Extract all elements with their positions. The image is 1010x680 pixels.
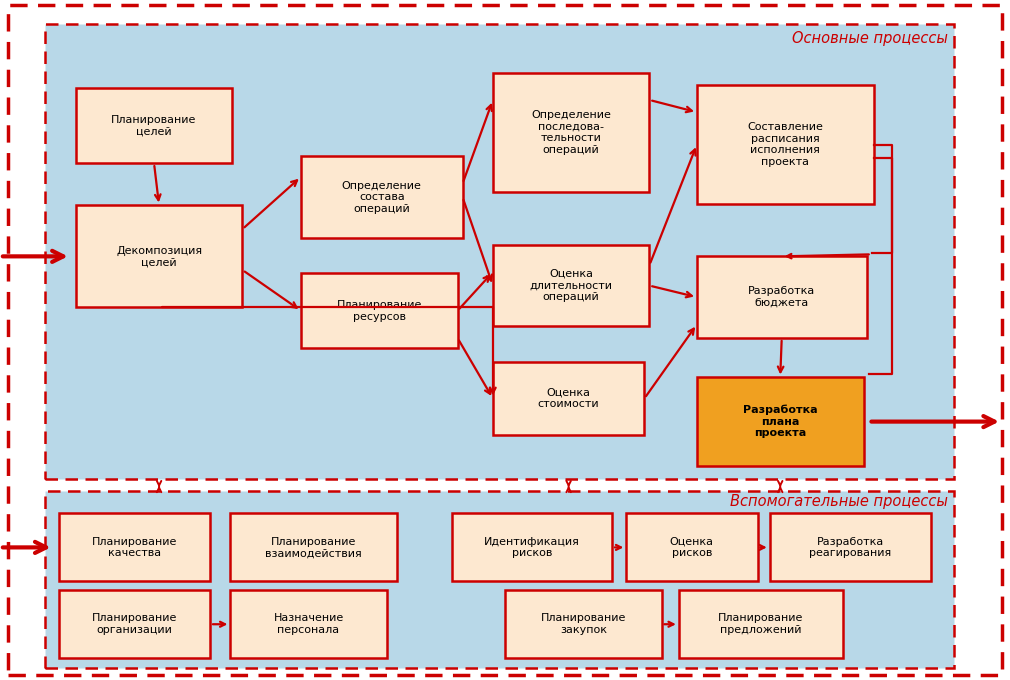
Bar [45, 491, 954, 668]
Bar [301, 156, 463, 238]
Bar [45, 24, 954, 479]
Bar [493, 73, 649, 192]
Bar [301, 273, 458, 348]
Bar [230, 590, 387, 658]
Bar [493, 245, 649, 326]
Bar [679, 590, 843, 658]
Text: Планирование
закупок: Планирование закупок [540, 613, 626, 635]
Bar [76, 88, 232, 163]
Bar [76, 205, 242, 307]
Text: Планирование
ресурсов: Планирование ресурсов [336, 300, 422, 322]
Text: Вспомогательные процессы: Вспомогательные процессы [729, 494, 947, 509]
Text: Оценка
рисков: Оценка рисков [670, 537, 714, 558]
Text: Оценка
длительности
операций: Оценка длительности операций [529, 269, 613, 302]
Text: Определение
последова-
тельности
операций: Определение последова- тельности операци… [531, 110, 611, 154]
Text: Планирование
целей: Планирование целей [111, 115, 197, 137]
Text: Составление
расписания
исполнения
проекта: Составление расписания исполнения проект… [747, 122, 823, 167]
Bar [59, 590, 210, 658]
Text: Оценка
стоимости: Оценка стоимости [537, 388, 600, 409]
Bar [770, 513, 931, 581]
Text: Разработка
реагирования: Разработка реагирования [809, 537, 892, 558]
Text: Планирование
взаимодействия: Планирование взаимодействия [266, 537, 362, 558]
Bar [452, 513, 612, 581]
Bar [493, 362, 644, 435]
Bar [697, 85, 874, 204]
Bar [626, 513, 758, 581]
Text: Назначение
персонала: Назначение персонала [274, 613, 343, 635]
Text: Декомпозиция
целей: Декомпозиция целей [116, 245, 202, 267]
Text: Разработка
плана
проекта: Разработка плана проекта [743, 405, 817, 439]
Text: Идентификация
рисков: Идентификация рисков [485, 537, 580, 558]
Text: Планирование
качества: Планирование качества [92, 537, 177, 558]
Bar [697, 256, 867, 338]
Text: Основные процессы: Основные процессы [792, 31, 947, 46]
Bar [505, 590, 662, 658]
Bar [697, 377, 864, 466]
Text: Планирование
предложений: Планирование предложений [718, 613, 804, 635]
Text: Разработка
бюджета: Разработка бюджета [748, 286, 815, 308]
Bar [59, 513, 210, 581]
Bar [230, 513, 397, 581]
Text: Планирование
организации: Планирование организации [92, 613, 177, 635]
Text: Определение
состава
операций: Определение состава операций [341, 181, 422, 214]
